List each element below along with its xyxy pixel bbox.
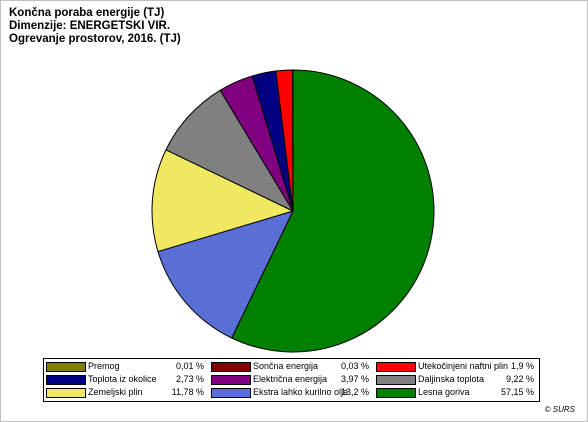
- legend-item-elektricna-energija: Električna energija 3,97 %: [209, 374, 373, 385]
- legend-label: Premog: [88, 361, 120, 371]
- legend-label: Sončna energija: [253, 361, 319, 371]
- chart-legend: Premog 0,01 % Sončna energija 0,03 % Utekoči…: [43, 358, 540, 402]
- legend-item-ekstra-lahko-kurilno-olje: Ekstra lahko kurilno olje 13,2 %: [209, 387, 373, 398]
- legend-swatch: [46, 362, 86, 372]
- legend-swatch: [211, 375, 251, 385]
- legend-swatch: [376, 388, 416, 398]
- legend-value: 0,01 %: [175, 361, 204, 371]
- chart-title: Končna poraba energije (TJ) Dimenzije: E…: [9, 7, 181, 46]
- legend-label: Električna energija: [253, 374, 328, 384]
- legend-value: 57,15 %: [500, 387, 534, 397]
- legend-label: Lesna goriva: [418, 387, 470, 397]
- legend-swatch: [46, 388, 86, 398]
- legend-label: Zemeljski plin: [88, 387, 143, 397]
- legend-item-daljinska-toplota: Daljinska toplota 9,22 %: [374, 374, 538, 385]
- pie-slice-daljinska-toplota: [165, 89, 294, 212]
- legend-item-utekocinjeni-naftni-plin: Utekočinjeni naftni plin 1,9 %: [374, 361, 538, 372]
- chart-title-line-2: Dimenzije: ENERGETSKI VIR.: [9, 20, 171, 32]
- pie-slice-lesna-goriva: [231, 69, 435, 353]
- legend-swatch: [211, 388, 251, 398]
- pie-slice-ekstra-lahko-kurilno-olje: [157, 210, 294, 339]
- legend-value: 0,03 %: [340, 361, 369, 371]
- chart-title-line-1: Končna poraba energije (TJ): [9, 7, 165, 19]
- legend-swatch: [46, 375, 86, 385]
- pie-chart: [151, 69, 435, 353]
- legend-swatch: [376, 375, 416, 385]
- legend-value: 3,97 %: [340, 374, 369, 384]
- legend-item-toplota-iz-okolice: Toplota iz okolice 2,73 %: [44, 374, 208, 385]
- legend-value: 11,78 %: [171, 387, 204, 397]
- legend-swatch: [376, 362, 416, 372]
- legend-value: 13,2 %: [340, 387, 369, 397]
- legend-value: 9,22 %: [505, 374, 534, 384]
- legend-swatch: [211, 362, 251, 372]
- legend-item-premog: Premog 0,01 %: [44, 361, 208, 372]
- legend-item-zemeljski-plin: Zemeljski plin 11,78 %: [44, 387, 208, 398]
- legend-label: Toplota iz okolice: [88, 374, 157, 384]
- source-credit: © SURS: [544, 405, 575, 414]
- legend-item-soncna-energija: Sončna energija 0,03 %: [209, 361, 373, 372]
- legend-value: 1,9 %: [510, 361, 534, 371]
- chart-title-line-3: Ogrevanje prostorov, 2016. (TJ): [9, 33, 181, 45]
- pie-slice-zemeljski-plin: [151, 149, 294, 253]
- legend-item-lesna-goriva: Lesna goriva 57,15 %: [374, 387, 538, 398]
- legend-label: Ekstra lahko kurilno olje: [253, 387, 349, 397]
- legend-label: Daljinska toplota: [418, 374, 485, 384]
- legend-label: Utekočinjeni naftni plin: [418, 361, 509, 371]
- legend-value: 2,73 %: [175, 374, 204, 384]
